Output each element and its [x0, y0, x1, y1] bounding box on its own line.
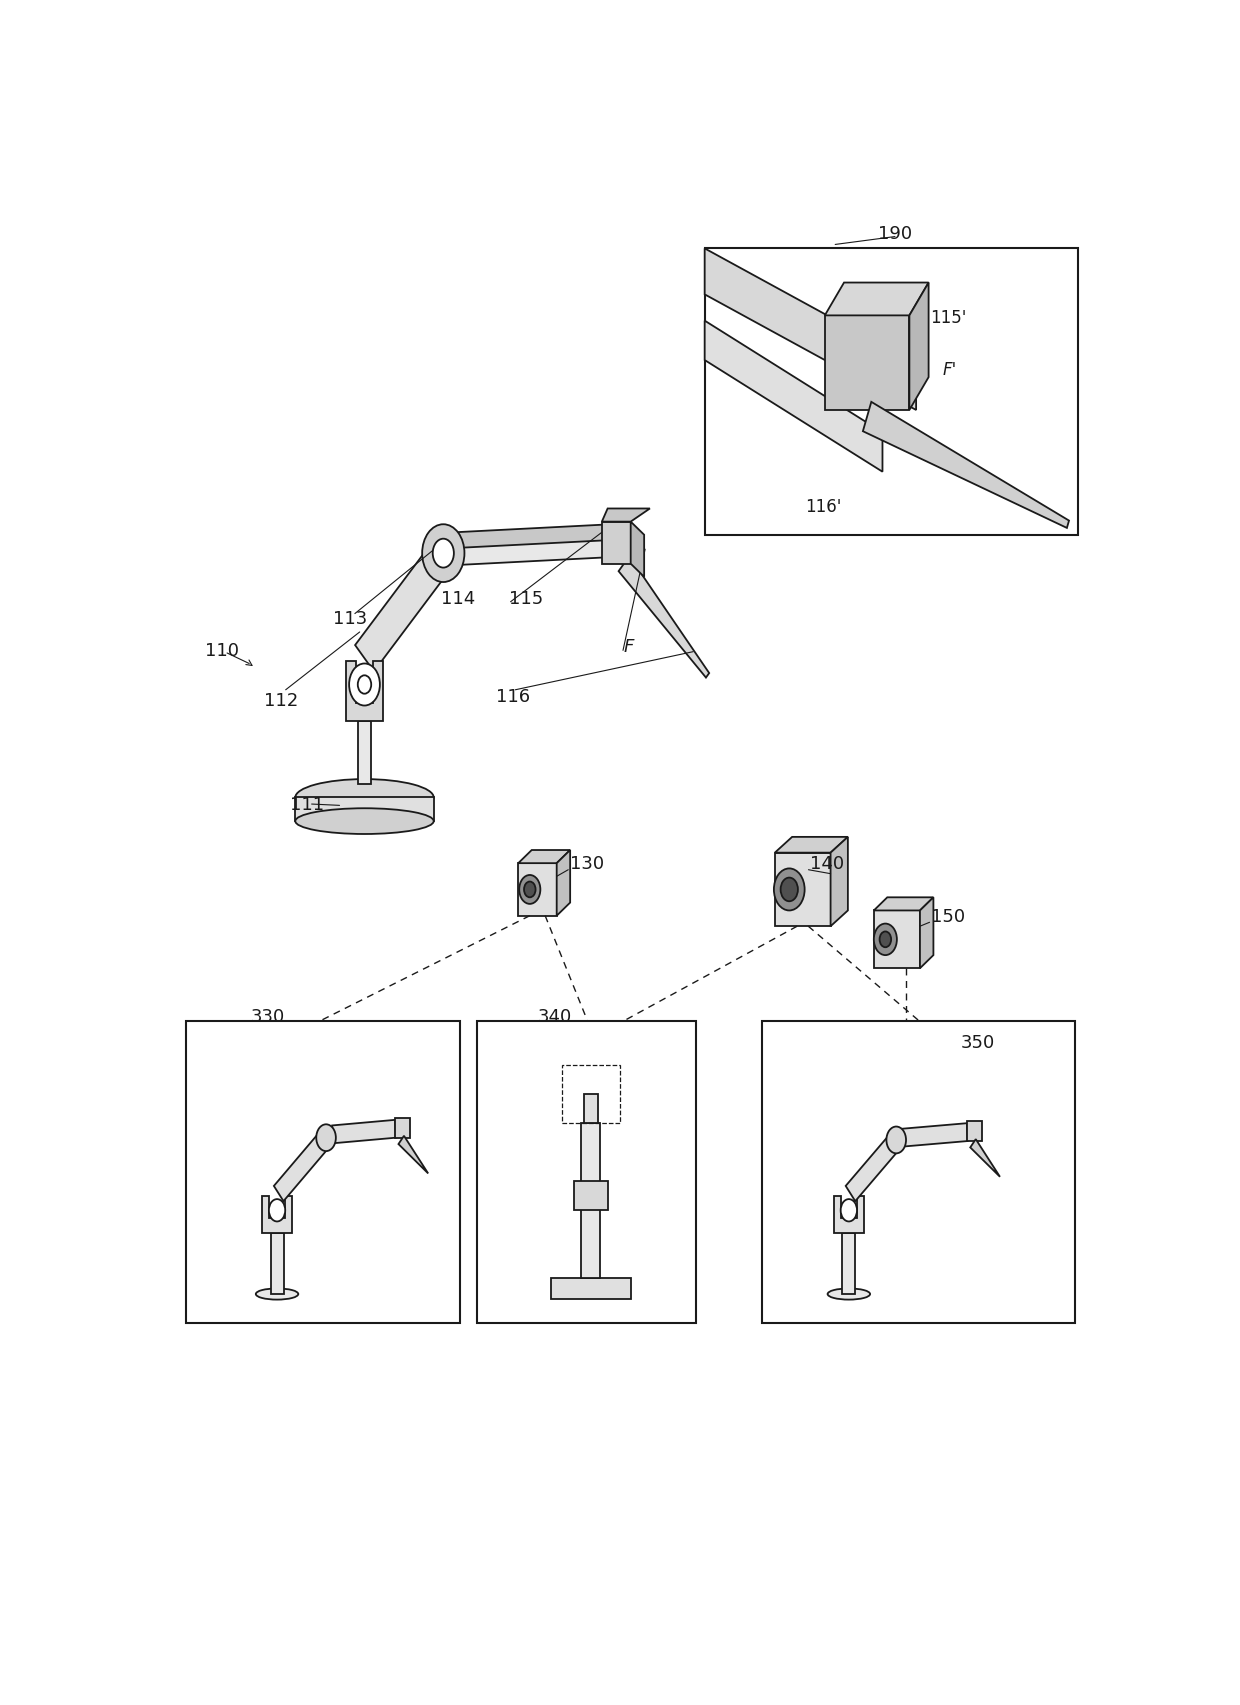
Bar	[763, 1021, 1075, 1323]
Bar	[574, 1182, 608, 1211]
Polygon shape	[518, 851, 570, 864]
Text: 110: 110	[205, 643, 239, 660]
Text: 340: 340	[537, 1008, 572, 1025]
Text: 116': 116'	[806, 498, 842, 515]
Ellipse shape	[295, 808, 434, 834]
Polygon shape	[557, 851, 570, 916]
Polygon shape	[704, 322, 883, 472]
Polygon shape	[619, 558, 709, 679]
Polygon shape	[970, 1139, 999, 1176]
Circle shape	[841, 1199, 857, 1222]
Bar	[358, 721, 371, 784]
Bar	[842, 1233, 856, 1294]
Circle shape	[433, 539, 454, 568]
Circle shape	[350, 663, 379, 706]
Polygon shape	[835, 1197, 863, 1233]
Bar	[967, 1122, 982, 1141]
Circle shape	[879, 933, 892, 948]
Text: 140: 140	[811, 854, 844, 873]
Ellipse shape	[827, 1289, 870, 1299]
Bar	[584, 1095, 598, 1124]
Bar	[477, 1021, 696, 1323]
Circle shape	[887, 1127, 906, 1154]
Text: 112: 112	[264, 692, 298, 709]
Polygon shape	[863, 402, 1069, 529]
Bar	[186, 1021, 460, 1323]
Text: 350: 350	[960, 1033, 994, 1052]
Text: 190: 190	[878, 225, 911, 242]
Polygon shape	[846, 1132, 901, 1202]
Polygon shape	[631, 522, 644, 578]
Circle shape	[525, 881, 536, 899]
Polygon shape	[874, 910, 920, 968]
Circle shape	[781, 878, 797, 902]
Polygon shape	[601, 510, 650, 522]
Text: 115': 115'	[930, 309, 967, 326]
Circle shape	[520, 875, 541, 904]
Polygon shape	[920, 899, 934, 968]
Polygon shape	[704, 249, 916, 411]
Polygon shape	[825, 283, 929, 315]
Ellipse shape	[295, 779, 434, 817]
Circle shape	[774, 870, 805, 910]
Text: F: F	[624, 638, 635, 656]
Bar	[704, 249, 1078, 535]
Polygon shape	[332, 1120, 396, 1144]
Polygon shape	[775, 852, 831, 928]
Bar	[396, 1118, 410, 1137]
Polygon shape	[901, 1124, 967, 1147]
Text: 114: 114	[441, 590, 476, 607]
Polygon shape	[518, 864, 557, 916]
Polygon shape	[355, 540, 453, 672]
Text: 330: 330	[250, 1008, 285, 1025]
Polygon shape	[825, 315, 909, 411]
Polygon shape	[909, 283, 929, 411]
Polygon shape	[458, 529, 611, 566]
Text: 130: 130	[570, 854, 604, 873]
Text: 113: 113	[332, 609, 367, 627]
Polygon shape	[398, 1136, 428, 1173]
Polygon shape	[831, 837, 848, 928]
Circle shape	[316, 1125, 336, 1151]
Polygon shape	[346, 662, 383, 721]
Text: 116: 116	[496, 687, 531, 706]
Polygon shape	[775, 837, 848, 852]
Circle shape	[422, 525, 465, 583]
Polygon shape	[601, 522, 631, 564]
Circle shape	[269, 1199, 285, 1222]
Bar	[562, 1066, 620, 1124]
Polygon shape	[458, 525, 611, 549]
Text: 111: 111	[290, 796, 324, 813]
Text: 115: 115	[508, 590, 543, 607]
Bar	[270, 1233, 284, 1294]
Circle shape	[358, 675, 371, 694]
Ellipse shape	[255, 1289, 299, 1299]
Circle shape	[874, 924, 897, 955]
Polygon shape	[874, 899, 934, 910]
Bar	[582, 1124, 600, 1279]
Bar	[551, 1279, 631, 1299]
Text: F': F'	[942, 361, 957, 379]
Text: 150: 150	[931, 907, 966, 926]
Polygon shape	[274, 1130, 331, 1202]
Bar	[295, 798, 434, 822]
Polygon shape	[263, 1197, 291, 1233]
